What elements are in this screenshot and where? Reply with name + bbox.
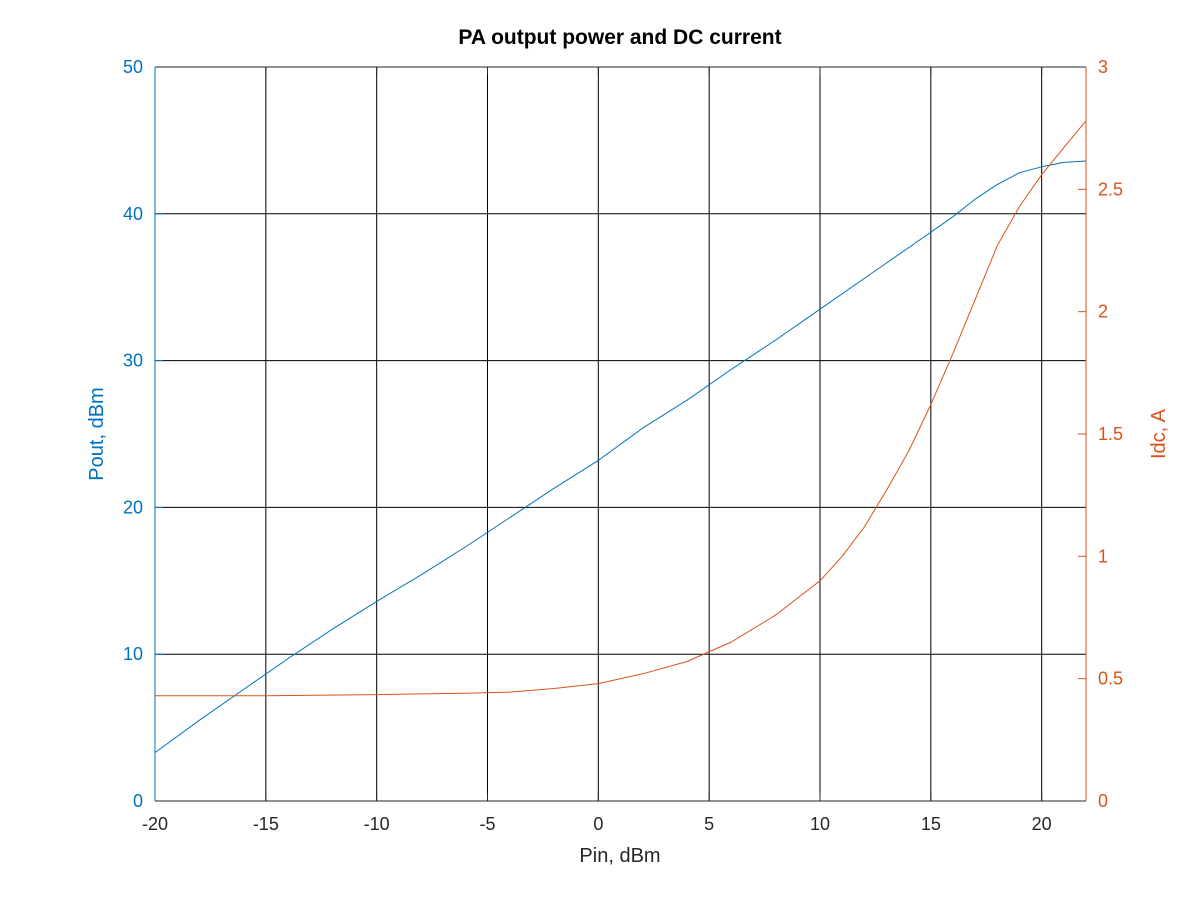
chart-title: PA output power and DC current: [458, 26, 781, 49]
y-right-tick-label: 0.5: [1098, 669, 1123, 689]
series-layer: [154, 120, 1087, 754]
y-left-tick-label: 30: [123, 351, 143, 371]
x-tick-label: 0: [593, 814, 603, 834]
idc-series-line: [155, 120, 1087, 697]
x-tick-label: -15: [253, 814, 279, 834]
tick-labels: -20 -15 -10 -5 0 5 10 15 20 0 10 20 30 40 50 0 0.5 1 1.5 2 2…: [123, 57, 1123, 834]
x-tick-label: -5: [479, 814, 495, 834]
y-right-tick-label: 2: [1098, 302, 1108, 322]
x-axis-label: Pin, dBm: [579, 845, 660, 867]
plot-area: [155, 67, 1086, 801]
y-left-tick-label: 10: [123, 644, 143, 664]
pout-series-line: [154, 160, 1087, 754]
y-right-tick-label: 3: [1098, 57, 1108, 77]
y-right-tick-label: 0: [1098, 791, 1108, 811]
x-tick-label: 15: [921, 814, 941, 834]
y-left-tick-label: 20: [123, 497, 143, 517]
x-tick-label: -20: [142, 814, 168, 834]
axes: [154, 66, 1087, 802]
x-tick-label: 10: [810, 814, 830, 834]
y-left-tick-label: 50: [123, 57, 143, 77]
y-left-tick-label: 40: [123, 204, 143, 224]
x-tick-label: -10: [364, 814, 390, 834]
y-right-tick-label: 2.5: [1098, 179, 1123, 199]
y-left-tick-label: 0: [133, 791, 143, 811]
x-tick-label: 5: [704, 814, 714, 834]
y-axis-right-label: Idc, A: [1148, 408, 1170, 459]
y-axis-left-label: Pout, dBm: [86, 387, 108, 480]
y-right-tick-label: 1: [1098, 546, 1108, 566]
x-tick-label: 20: [1032, 814, 1052, 834]
y-right-tick-label: 1.5: [1098, 424, 1123, 444]
